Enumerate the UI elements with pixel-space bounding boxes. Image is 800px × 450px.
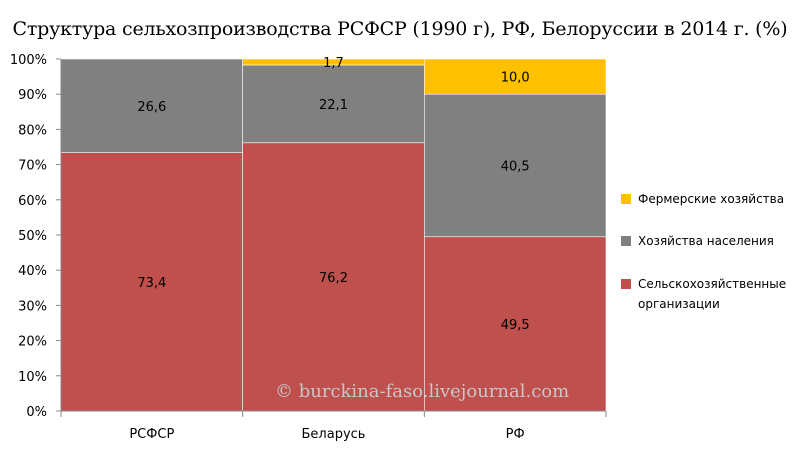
data-label: 40,5 [501,159,530,174]
legend-swatch [621,279,631,289]
bar-2-2 [424,58,607,95]
data-label: 73,4 [137,276,166,291]
data-label: 76,2 [319,271,348,286]
legend-swatch [621,194,631,204]
x-tick-label: Беларусь [302,427,366,442]
data-label: 1,7 [323,56,344,71]
y-tick-label: 100% [10,53,47,68]
y-tick-label: 10% [18,370,47,385]
watermark: © burckina-faso.livejournal.com [275,381,570,402]
chart-title: Структура сельхозпроизводства РСФСР (199… [12,18,788,40]
bar-1-1 [242,64,425,144]
y-tick-label: 30% [18,299,47,314]
y-tick-label: 60% [18,194,47,209]
legend-label: Хозяйства населения [638,234,774,248]
bar-1-0 [242,142,425,412]
y-tick-label: 0% [26,405,47,420]
legend-label: Фермерские хозяйства [638,192,784,206]
y-tick-label: 40% [18,264,47,279]
legend-label: Сельскохозяйственные организации [638,277,786,311]
data-label: 22,1 [319,98,348,113]
x-tick-label: РСФСР [129,427,174,442]
bar-2-0 [424,236,607,412]
y-tick-label: 50% [18,229,47,244]
y-tick-label: 20% [18,335,47,350]
data-label: 49,5 [501,318,530,333]
data-label: 26,6 [137,100,166,115]
y-tick-label: 80% [18,123,47,138]
legend-swatch [621,236,631,246]
y-tick-label: 90% [18,88,47,103]
data-label: 10,0 [501,71,530,86]
y-tick-label: 70% [18,159,47,174]
x-tick-label: РФ [506,427,525,442]
